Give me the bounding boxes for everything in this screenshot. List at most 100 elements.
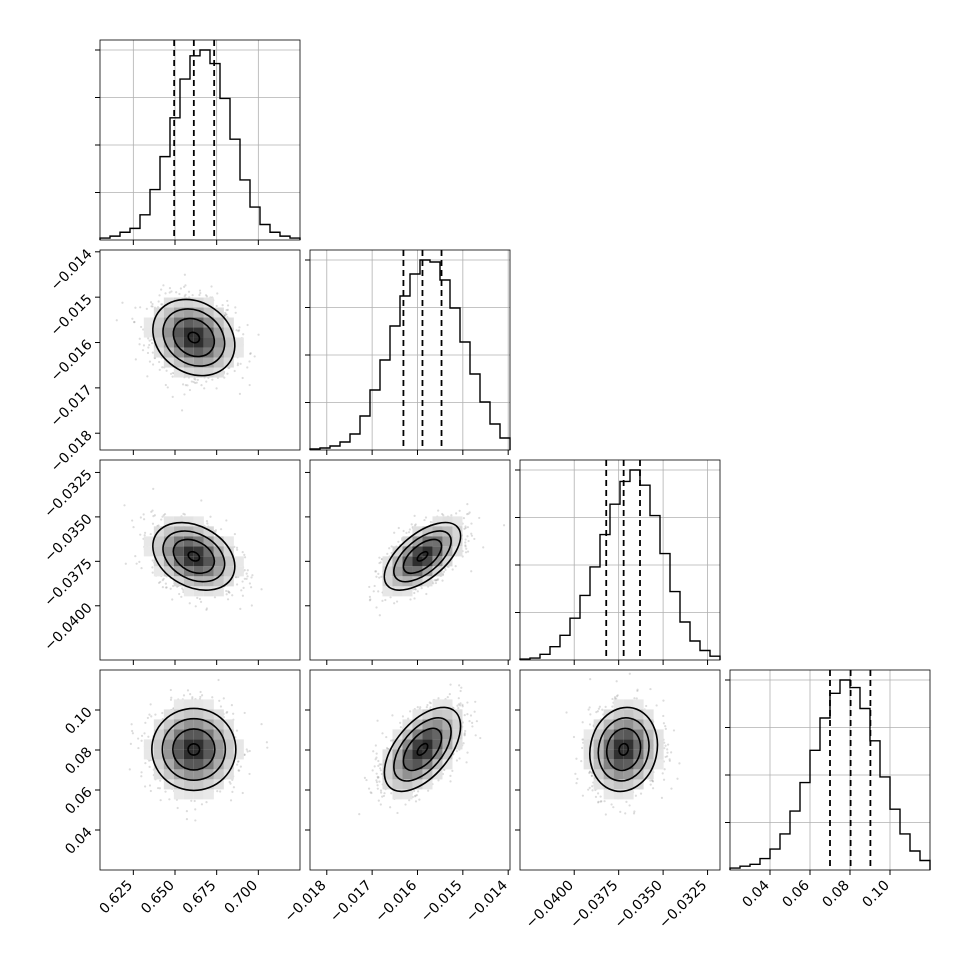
density-cell — [173, 789, 184, 800]
scatter-point — [248, 749, 251, 753]
y-tick-label-1-1: −0.017 — [48, 382, 96, 430]
density-cell — [392, 546, 403, 557]
scatter-point — [226, 372, 229, 375]
contour-level-2 — [605, 727, 642, 772]
density-cell — [203, 337, 214, 348]
scatter-point — [596, 710, 599, 713]
scatter-point — [413, 588, 417, 591]
scatter-point — [139, 306, 142, 309]
scatter-point — [260, 588, 263, 591]
scatter-point — [115, 319, 118, 322]
density-cell — [203, 327, 214, 338]
density-cell — [193, 709, 204, 720]
scatter-point — [377, 764, 380, 767]
density-cell — [193, 526, 204, 537]
density-cell — [593, 759, 604, 770]
scatter-point — [150, 338, 153, 341]
scatter-point — [423, 518, 426, 522]
scatter-point — [464, 526, 467, 530]
density-cell — [183, 297, 194, 308]
scatter-point — [181, 383, 185, 386]
scatter-point — [635, 697, 638, 700]
scatter-point — [170, 696, 173, 699]
panel-frame — [309, 669, 511, 871]
density-cell — [223, 317, 234, 328]
scatter-point — [166, 386, 169, 389]
density-cell — [153, 759, 164, 770]
scatter-point — [376, 775, 379, 778]
scatter-point — [418, 798, 421, 801]
density-cell — [203, 789, 214, 800]
density-cell — [623, 709, 634, 720]
hist-panel-0 — [95, 39, 301, 241]
scatter-point — [219, 705, 223, 708]
scatter-point — [158, 294, 161, 297]
scatter-point — [377, 759, 380, 763]
density-cell — [392, 576, 403, 587]
scatter-point — [408, 528, 411, 531]
density-cell — [193, 556, 204, 567]
density-cell — [392, 566, 403, 577]
scatter-point — [236, 763, 239, 766]
density-cell — [213, 759, 224, 770]
contour-level-2 — [402, 727, 443, 772]
density-cell — [213, 779, 224, 790]
density-cell — [402, 536, 413, 547]
contour-level-3 — [597, 717, 650, 782]
scatter-point — [391, 714, 394, 717]
scatter-point — [661, 772, 664, 775]
scatter-point — [196, 378, 199, 382]
y-tick-label-1-4: −0.014 — [48, 246, 96, 294]
scatter-point — [668, 758, 671, 761]
scatter-point — [380, 772, 383, 776]
density-panel-3-2 — [519, 669, 721, 871]
scatter-point — [219, 790, 222, 793]
scatter-point — [160, 303, 163, 306]
contour-level-1 — [187, 742, 201, 756]
scatter-point — [226, 308, 229, 311]
density-panel-2-1 — [309, 459, 511, 661]
scatter-point — [664, 744, 667, 747]
scatter-point — [374, 570, 377, 573]
scatter-point — [159, 580, 162, 584]
density-cell — [173, 347, 184, 358]
scatter-point — [407, 531, 411, 534]
scatter-point — [248, 383, 251, 387]
scatter-point — [460, 686, 463, 689]
density-cell — [163, 749, 174, 760]
scatter-point — [142, 344, 146, 347]
density-cell — [213, 566, 224, 577]
density-cell — [183, 779, 194, 790]
scatter-point — [466, 526, 470, 529]
density-cell — [613, 739, 624, 750]
scatter-point — [226, 299, 229, 303]
density-cell — [143, 739, 154, 750]
scatter-point — [200, 383, 203, 387]
density-cell — [223, 729, 234, 740]
y-tick-label-2-0: −0.0400 — [41, 600, 95, 654]
density-cell — [193, 307, 204, 318]
scatter-point — [246, 575, 249, 578]
scatter-point — [232, 712, 235, 715]
scatter-point — [154, 713, 157, 716]
density-cell — [213, 586, 224, 597]
scatter-point — [378, 561, 381, 565]
scatter-point — [132, 526, 135, 529]
scatter-point — [463, 733, 466, 736]
scatter-point — [502, 524, 506, 527]
scatter-point — [425, 592, 428, 596]
x-tick-label-0-2: 0.675 — [180, 878, 220, 918]
scatter-point — [246, 366, 249, 369]
scatter-point — [650, 779, 654, 782]
scatter-point — [670, 787, 673, 790]
scatter-point — [199, 695, 202, 699]
scatter-point — [397, 540, 400, 543]
contour-level-3 — [161, 717, 227, 781]
density-cell — [173, 357, 184, 368]
density-cell — [442, 709, 453, 720]
scatter-point — [378, 780, 381, 783]
density-cell — [603, 739, 614, 750]
contour-level-2 — [402, 538, 443, 575]
scatter-point — [161, 579, 164, 582]
scatter-point — [123, 504, 126, 507]
